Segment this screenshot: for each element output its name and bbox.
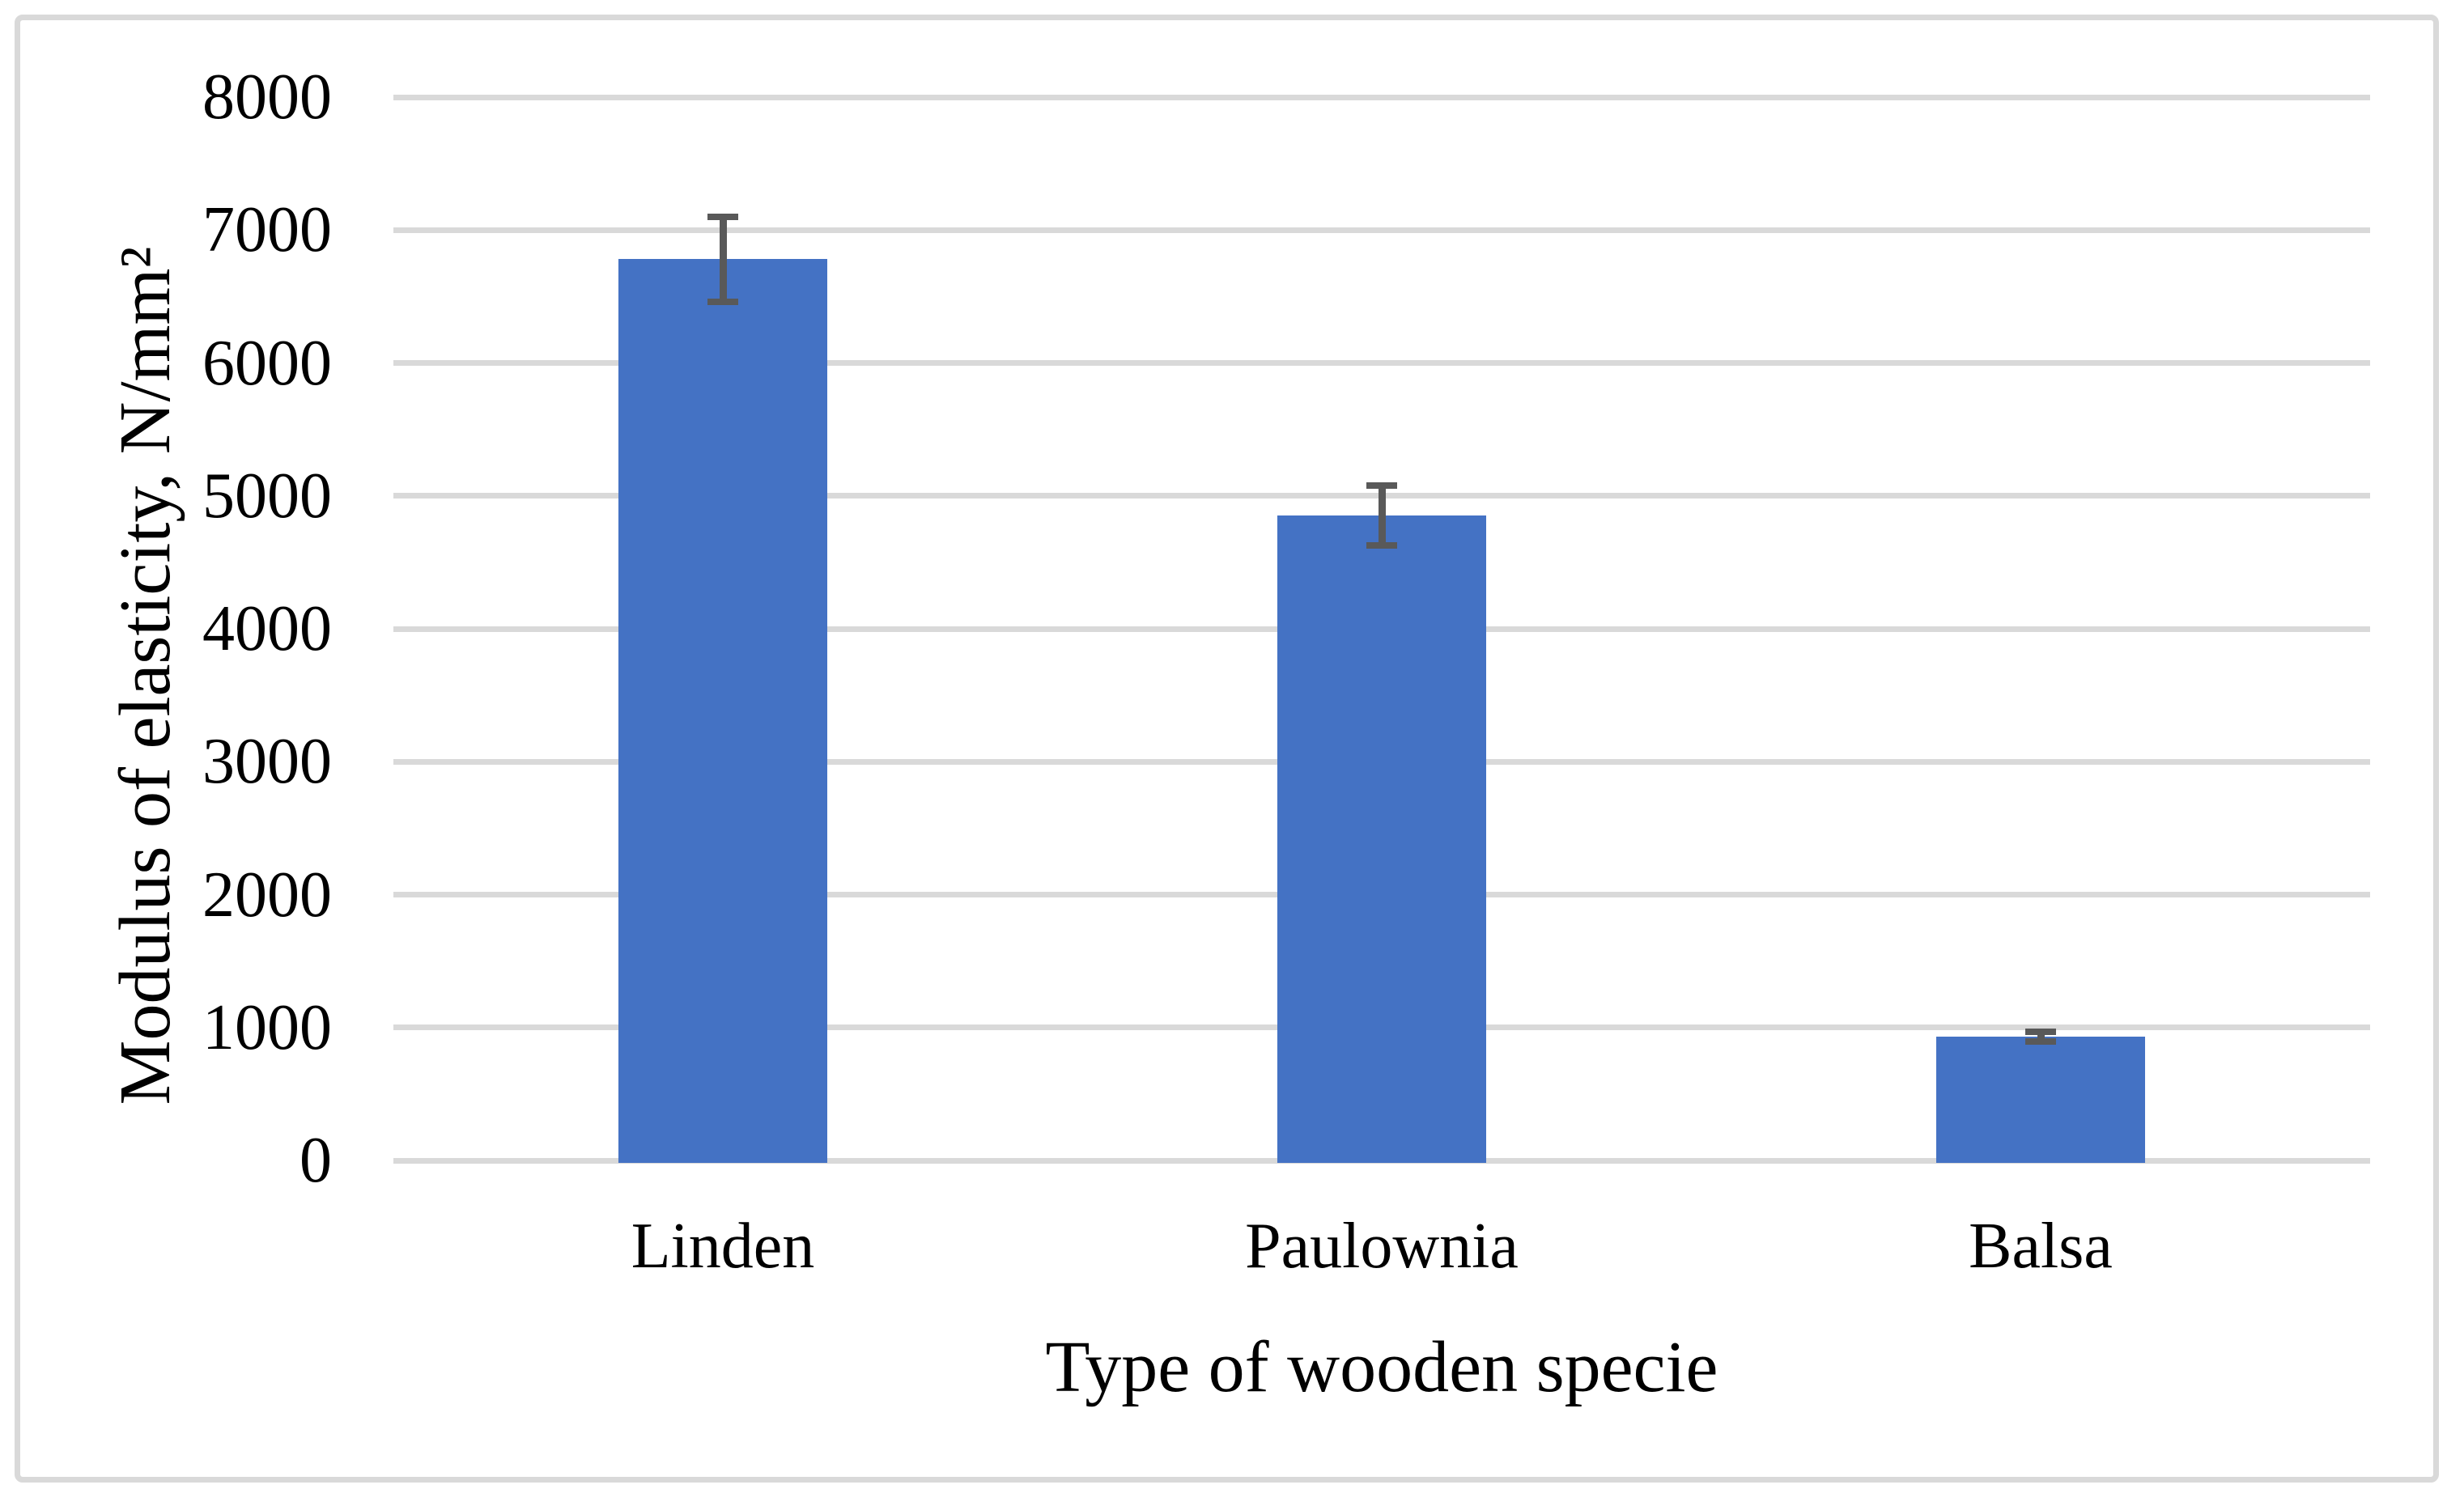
error-bar-cap-bottom xyxy=(1366,542,1397,549)
error-bar-line xyxy=(2037,1029,2045,1046)
bar-linden xyxy=(618,259,827,1164)
bar-paulownia xyxy=(1277,515,1486,1164)
error-bar-cap-top xyxy=(707,213,738,220)
error-bar-cap-top xyxy=(2025,1029,2056,1036)
y-tick-label: 4000 xyxy=(202,593,332,664)
chart-border xyxy=(15,15,2439,1483)
y-tick-label: 1000 xyxy=(202,991,332,1063)
y-tick-label: 7000 xyxy=(202,194,332,266)
y-axis-title: Modulus of elasticity, N/mm² xyxy=(105,246,185,1105)
y-tick-label: 2000 xyxy=(202,859,332,931)
y-tick-label: 6000 xyxy=(202,327,332,399)
x-category-label: Paulownia xyxy=(1245,1211,1519,1282)
error-bar-line xyxy=(719,213,727,306)
bar-balsa xyxy=(1936,1037,2145,1164)
y-tick-label: 8000 xyxy=(202,62,332,133)
y-tick-label: 5000 xyxy=(202,460,332,532)
error-bar-cap-top xyxy=(1366,482,1397,490)
gridline xyxy=(393,94,2370,100)
error-bar-line xyxy=(1378,482,1386,549)
x-category-label: Linden xyxy=(631,1211,815,1282)
gridline xyxy=(393,360,2370,366)
error-bar-cap-bottom xyxy=(2025,1038,2056,1046)
y-tick-label: 3000 xyxy=(202,726,332,798)
x-category-label: Balsa xyxy=(1969,1211,2113,1282)
x-axis-title: Type of wooden specie xyxy=(1045,1327,1718,1407)
gridline xyxy=(393,227,2370,233)
y-tick-label: 0 xyxy=(300,1125,332,1196)
error-bar-cap-bottom xyxy=(707,299,738,306)
